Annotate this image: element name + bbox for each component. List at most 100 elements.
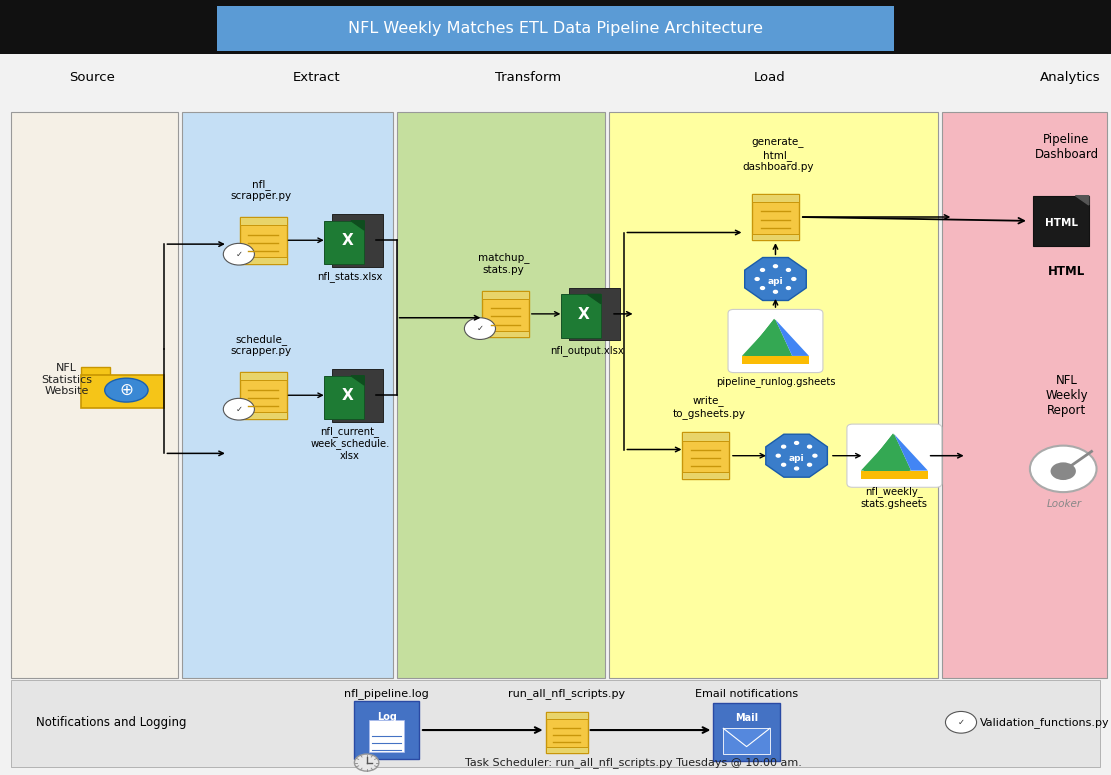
Text: Email notifications: Email notifications bbox=[695, 689, 798, 698]
Bar bbox=[942, 112, 1107, 678]
Bar bbox=[482, 291, 529, 299]
Text: pipeline_runlog.gsheets: pipeline_runlog.gsheets bbox=[715, 376, 835, 387]
Bar bbox=[752, 194, 799, 202]
Text: X: X bbox=[578, 307, 590, 322]
Bar bbox=[723, 728, 770, 755]
Text: run_all_nfl_scripts.py: run_all_nfl_scripts.py bbox=[508, 688, 625, 699]
Text: generate_
html_
dashboard.py: generate_ html_ dashboard.py bbox=[742, 138, 813, 172]
Circle shape bbox=[787, 269, 790, 271]
Bar bbox=[1033, 195, 1089, 246]
Polygon shape bbox=[742, 356, 809, 364]
Circle shape bbox=[945, 711, 977, 733]
Bar bbox=[11, 680, 1100, 767]
Bar bbox=[217, 6, 894, 51]
Bar bbox=[561, 294, 601, 338]
Polygon shape bbox=[742, 319, 792, 356]
Bar bbox=[713, 704, 780, 761]
Bar bbox=[332, 369, 383, 422]
Polygon shape bbox=[894, 434, 928, 470]
Polygon shape bbox=[588, 294, 601, 304]
Text: NFL Weekly Matches ETL Data Pipeline Architecture: NFL Weekly Matches ETL Data Pipeline Arc… bbox=[348, 21, 763, 36]
Circle shape bbox=[808, 446, 811, 448]
Text: ✓: ✓ bbox=[236, 405, 242, 414]
Polygon shape bbox=[351, 221, 364, 230]
Text: X: X bbox=[341, 233, 353, 248]
Text: nfl_current_
week_schedule.
xlsx: nfl_current_ week_schedule. xlsx bbox=[310, 425, 390, 461]
FancyBboxPatch shape bbox=[847, 424, 942, 487]
Text: HTML: HTML bbox=[1048, 265, 1085, 277]
Polygon shape bbox=[861, 470, 928, 479]
Text: Pipeline
Dashboard: Pipeline Dashboard bbox=[1034, 133, 1099, 161]
Bar bbox=[240, 372, 287, 381]
Circle shape bbox=[773, 291, 778, 293]
Polygon shape bbox=[1075, 195, 1089, 205]
Text: NFL
Weekly
Report: NFL Weekly Report bbox=[1045, 374, 1088, 417]
Polygon shape bbox=[765, 434, 828, 477]
Polygon shape bbox=[744, 257, 807, 301]
Bar bbox=[240, 412, 287, 418]
Polygon shape bbox=[775, 319, 809, 356]
Text: ✓: ✓ bbox=[958, 718, 964, 727]
Circle shape bbox=[464, 318, 496, 339]
Text: write_
to_gsheets.py: write_ to_gsheets.py bbox=[672, 395, 745, 418]
Text: Transform: Transform bbox=[494, 71, 561, 84]
Bar bbox=[482, 331, 529, 337]
Bar bbox=[609, 112, 938, 678]
Bar bbox=[81, 367, 110, 376]
Bar bbox=[324, 221, 364, 264]
Bar bbox=[482, 291, 529, 337]
Circle shape bbox=[787, 287, 790, 289]
Circle shape bbox=[792, 277, 795, 281]
Text: api: api bbox=[789, 453, 804, 463]
Ellipse shape bbox=[104, 378, 148, 402]
Bar bbox=[682, 473, 729, 479]
Bar bbox=[240, 217, 287, 264]
Circle shape bbox=[777, 454, 780, 457]
Bar bbox=[546, 712, 588, 719]
Text: NFL
Statistics
Website: NFL Statistics Website bbox=[41, 363, 92, 396]
Text: Analytics: Analytics bbox=[1040, 71, 1100, 84]
Circle shape bbox=[773, 265, 778, 267]
Text: Notifications and Logging: Notifications and Logging bbox=[36, 716, 187, 728]
Text: ⊕: ⊕ bbox=[120, 381, 133, 399]
Text: HTML: HTML bbox=[1044, 219, 1078, 229]
Circle shape bbox=[1030, 446, 1097, 492]
Text: ✓: ✓ bbox=[236, 250, 242, 259]
Bar bbox=[240, 257, 287, 264]
Text: nfl_stats.xlsx: nfl_stats.xlsx bbox=[318, 271, 382, 282]
Text: matchup_
stats.py: matchup_ stats.py bbox=[478, 252, 529, 275]
Polygon shape bbox=[861, 434, 911, 470]
Polygon shape bbox=[351, 376, 364, 385]
Bar bbox=[546, 712, 588, 753]
Bar bbox=[569, 288, 620, 340]
Circle shape bbox=[1051, 463, 1075, 480]
Circle shape bbox=[761, 269, 764, 271]
Text: Source: Source bbox=[69, 71, 116, 84]
Text: Log: Log bbox=[377, 712, 397, 722]
Text: api: api bbox=[768, 277, 783, 286]
Bar bbox=[682, 432, 729, 479]
Text: nfl_weekly_
stats.gsheets: nfl_weekly_ stats.gsheets bbox=[861, 486, 928, 509]
Polygon shape bbox=[743, 319, 791, 358]
Bar bbox=[397, 112, 605, 678]
Text: schedule_
scrapper.py: schedule_ scrapper.py bbox=[230, 333, 292, 356]
Circle shape bbox=[794, 467, 799, 470]
Bar bbox=[752, 194, 799, 240]
Text: Task Scheduler: run_all_nfl_scripts.py Tuesdays @ 10:00 am.: Task Scheduler: run_all_nfl_scripts.py T… bbox=[464, 757, 802, 768]
Bar bbox=[11, 112, 178, 678]
Bar bbox=[0, 0, 1111, 54]
Bar bbox=[240, 217, 287, 226]
FancyBboxPatch shape bbox=[728, 309, 823, 373]
Bar bbox=[354, 701, 419, 760]
Circle shape bbox=[354, 754, 379, 771]
Text: nfl_pipeline.log: nfl_pipeline.log bbox=[344, 688, 429, 699]
Bar bbox=[682, 432, 729, 441]
Circle shape bbox=[808, 463, 811, 466]
Bar bbox=[546, 747, 588, 753]
Text: Looker: Looker bbox=[1047, 499, 1082, 508]
Text: Validation_functions.py: Validation_functions.py bbox=[980, 717, 1109, 728]
Bar bbox=[182, 112, 393, 678]
Circle shape bbox=[782, 463, 785, 466]
Text: Extract: Extract bbox=[293, 71, 340, 84]
Text: X: X bbox=[341, 388, 353, 403]
